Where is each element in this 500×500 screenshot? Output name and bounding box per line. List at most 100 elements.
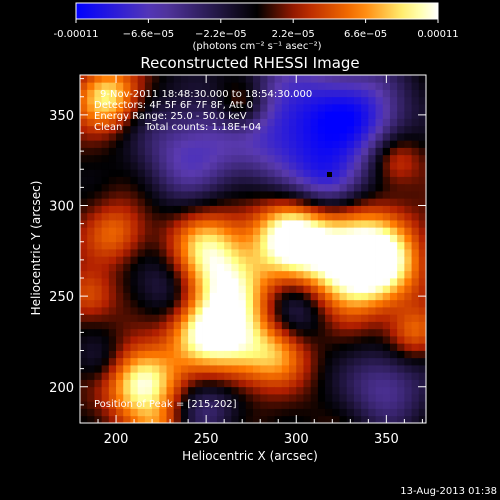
heatmap-cell	[411, 111, 420, 119]
heatmap-cell	[116, 241, 124, 250]
heatmap-cell	[108, 176, 117, 185]
heatmap-cell	[389, 394, 398, 402]
heatmap-cell	[397, 328, 405, 337]
heatmap-cell	[195, 263, 203, 272]
heatmap-cell	[116, 227, 124, 235]
heatmap-cell	[108, 96, 117, 105]
heatmap-cell	[310, 299, 319, 308]
heatmap-cell	[289, 212, 297, 221]
heatmap-cell	[238, 285, 247, 293]
heatmap-cell	[274, 328, 283, 337]
heatmap-cell	[224, 220, 232, 228]
heatmap-cell	[130, 285, 139, 293]
heatmap-cell	[418, 350, 427, 359]
heatmap-cell	[216, 227, 225, 235]
heatmap-cell	[332, 379, 340, 388]
heatmap-cell	[195, 169, 203, 177]
heatmap-cell	[166, 336, 175, 344]
heatmap-cell	[289, 307, 297, 315]
heatmap-cell	[296, 386, 304, 395]
heatmap-cell	[195, 408, 203, 417]
heatmap-cell	[116, 270, 124, 279]
heatmap-cell	[418, 372, 427, 380]
heatmap-cell	[411, 133, 420, 141]
heatmap-cell	[130, 343, 139, 351]
heatmap-cell	[224, 408, 232, 417]
heatmap-cell	[368, 357, 376, 366]
heatmap-cell	[253, 278, 261, 286]
heatmap-cell	[166, 147, 175, 156]
heatmap-cell	[202, 379, 211, 388]
heatmap-cell	[159, 227, 167, 235]
heatmap-cell	[353, 365, 362, 373]
heatmap-cell	[418, 386, 427, 395]
heatmap-cell	[166, 357, 175, 366]
heatmap-cell	[339, 154, 348, 163]
heatmap-cell	[389, 336, 398, 344]
heatmap-cell	[296, 263, 304, 272]
heatmap-cell	[325, 205, 333, 214]
heatmap-cell	[202, 118, 211, 127]
heatmap-cell	[418, 321, 427, 330]
heatmap-cell	[339, 365, 348, 373]
heatmap-cell	[101, 343, 110, 351]
heatmap-cell	[411, 212, 420, 221]
heatmap-cell	[123, 350, 131, 359]
heatmap-cell	[216, 133, 225, 141]
heatmap-cell	[144, 350, 153, 359]
heatmap-cell	[159, 379, 167, 388]
heatmap-cell	[87, 183, 95, 192]
heatmap-cell	[152, 270, 160, 279]
heatmap-cell	[245, 321, 254, 330]
heatmap-cell	[310, 75, 319, 83]
heatmap-cell	[339, 169, 348, 177]
heatmap-cell	[260, 285, 268, 293]
heatmap-cell	[303, 133, 312, 141]
heatmap-cell	[253, 147, 261, 156]
heatmap-cell	[397, 133, 405, 141]
heatmap-cell	[260, 299, 268, 308]
heatmap-cell	[238, 75, 247, 83]
heatmap-cell	[94, 278, 103, 286]
heatmap-cell	[368, 183, 376, 192]
heatmap-cell	[325, 336, 333, 344]
heatmap-cell	[389, 249, 398, 257]
heatmap-cell	[397, 263, 405, 272]
heatmap-cell	[137, 191, 146, 199]
heatmap-cell	[123, 307, 131, 315]
heatmap-cell	[267, 299, 276, 308]
heatmap-cell	[325, 401, 333, 409]
heatmap-cell	[260, 111, 268, 119]
heatmap-cell	[325, 234, 333, 243]
heatmap-cell	[303, 394, 312, 402]
heatmap-cell	[389, 154, 398, 163]
heatmap-cell	[418, 278, 427, 286]
heatmap-cell	[289, 314, 297, 322]
heatmap-cell	[361, 408, 369, 417]
heatmap-cell	[130, 270, 139, 279]
heatmap-cell	[94, 96, 103, 105]
heatmap-cell	[397, 372, 405, 380]
heatmap-cell	[332, 307, 340, 315]
heatmap-cell	[116, 394, 124, 402]
heatmap-cell	[310, 111, 319, 119]
heatmap-cell	[130, 147, 139, 156]
heatmap-cell	[195, 386, 203, 395]
heatmap-cell	[267, 198, 276, 206]
heatmap-cell	[253, 176, 261, 185]
heatmap-cell	[368, 169, 376, 177]
heatmap-cell	[389, 89, 398, 98]
heatmap-cell	[123, 212, 131, 221]
y-tick-label: 300	[49, 200, 74, 215]
heatmap-cell	[166, 212, 175, 221]
heatmap-cell	[101, 270, 110, 279]
heatmap-cell	[325, 89, 333, 98]
heatmap-cell	[353, 285, 362, 293]
heatmap-cell	[116, 328, 124, 337]
heatmap-cell	[130, 212, 139, 221]
heatmap-cell	[411, 285, 420, 293]
heatmap-cell	[267, 183, 276, 192]
heatmap-cell	[80, 176, 88, 185]
heatmap-cell	[137, 82, 146, 90]
heatmap-cell	[411, 263, 420, 272]
